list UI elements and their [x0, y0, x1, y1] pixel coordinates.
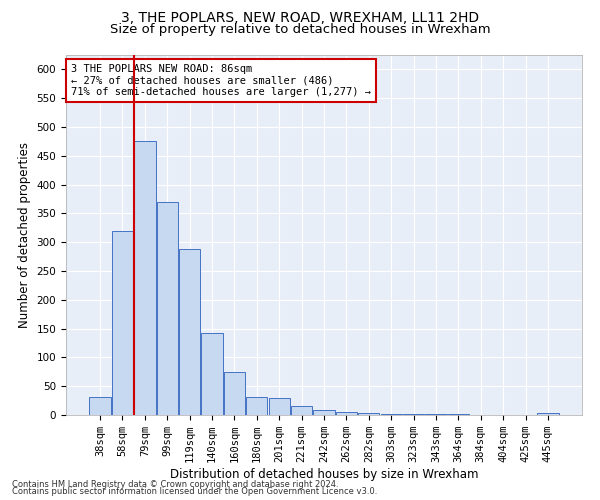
Y-axis label: Number of detached properties: Number of detached properties — [18, 142, 31, 328]
Bar — [537, 414, 559, 415]
Text: Contains public sector information licensed under the Open Government Licence v3: Contains public sector information licen… — [12, 487, 377, 496]
Bar — [380, 414, 402, 415]
Bar — [425, 414, 446, 415]
Bar — [358, 414, 379, 415]
Bar — [291, 406, 312, 415]
Text: 3, THE POPLARS, NEW ROAD, WREXHAM, LL11 2HD: 3, THE POPLARS, NEW ROAD, WREXHAM, LL11 … — [121, 11, 479, 25]
Bar — [89, 396, 111, 415]
X-axis label: Distribution of detached houses by size in Wrexham: Distribution of detached houses by size … — [170, 468, 478, 481]
Bar — [403, 414, 424, 415]
Bar — [448, 414, 469, 415]
Bar — [246, 396, 268, 415]
Bar — [134, 142, 155, 415]
Bar — [313, 410, 335, 415]
Bar — [269, 398, 290, 415]
Bar — [179, 249, 200, 415]
Bar — [224, 372, 245, 415]
Bar — [336, 412, 357, 415]
Bar — [157, 202, 178, 415]
Text: 3 THE POPLARS NEW ROAD: 86sqm
← 27% of detached houses are smaller (486)
71% of : 3 THE POPLARS NEW ROAD: 86sqm ← 27% of d… — [71, 64, 371, 97]
Bar — [202, 332, 223, 415]
Bar — [112, 230, 133, 415]
Text: Contains HM Land Registry data © Crown copyright and database right 2024.: Contains HM Land Registry data © Crown c… — [12, 480, 338, 489]
Text: Size of property relative to detached houses in Wrexham: Size of property relative to detached ho… — [110, 22, 490, 36]
